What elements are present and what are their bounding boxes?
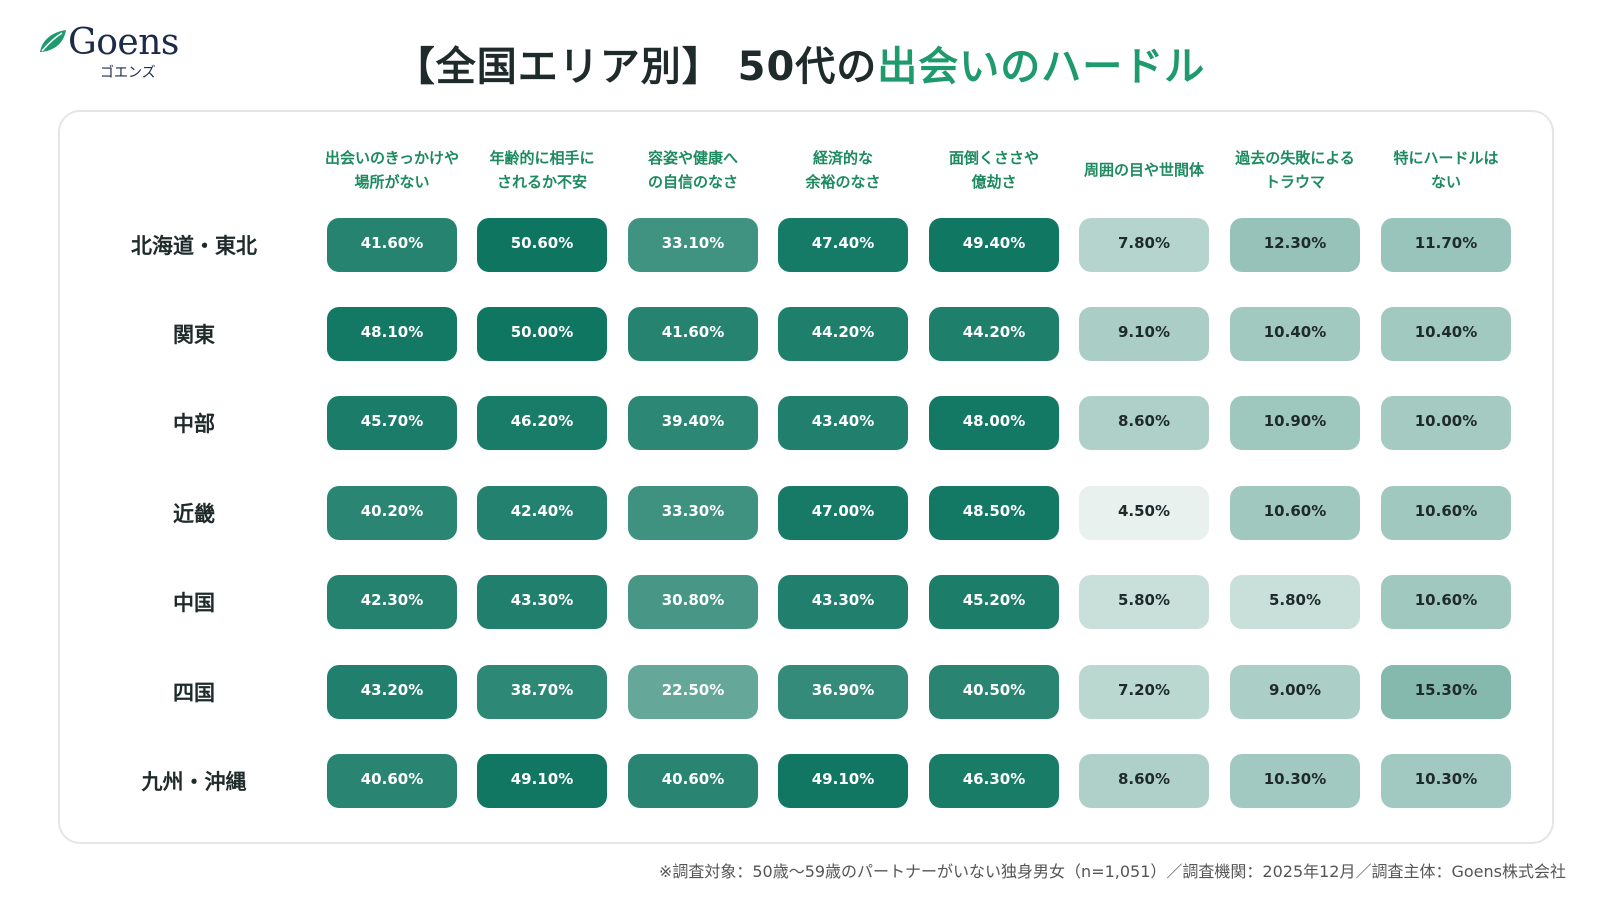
row-label: 四国 xyxy=(173,681,215,705)
column-header: 容姿や健康へ の自信のなさ xyxy=(647,149,738,191)
heatmap-cell: 50.60% xyxy=(477,218,607,272)
heatmap-cell: 43.30% xyxy=(477,575,607,629)
heatmap-cell: 36.90% xyxy=(778,665,908,719)
heatmap-cell: 10.60% xyxy=(1381,575,1511,629)
heatmap-cell: 10.00% xyxy=(1381,396,1511,450)
row-label: 中国 xyxy=(173,591,215,615)
heatmap-cell: 22.50% xyxy=(628,665,758,719)
row-label: 近畿 xyxy=(173,502,215,526)
heatmap-cell: 7.20% xyxy=(1079,665,1209,719)
title-prefix: 【全国エリア別】 50代の xyxy=(394,44,878,90)
heatmap-cell: 15.30% xyxy=(1381,665,1511,719)
heatmap-cell: 8.60% xyxy=(1079,754,1209,808)
row-label: 関東 xyxy=(173,323,215,347)
heatmap-cell: 41.60% xyxy=(628,307,758,361)
heatmap-cell: 46.20% xyxy=(477,396,607,450)
footnote: ※調査対象：50歳〜59歳のパートナーがいない独身男女（n=1,051）／調査機… xyxy=(658,862,1566,881)
page-title: 【全国エリア別】 50代の出会いのハードル xyxy=(0,34,1600,92)
heatmap-cell: 12.30% xyxy=(1230,218,1360,272)
heatmap-cell: 8.60% xyxy=(1079,396,1209,450)
heatmap-cell: 40.20% xyxy=(327,486,457,540)
heatmap-cell: 49.40% xyxy=(929,218,1059,272)
heatmap-cell: 41.60% xyxy=(327,218,457,272)
logo-wordmark: Goens xyxy=(68,22,179,63)
heatmap-cell: 45.20% xyxy=(929,575,1059,629)
row-label: 北海道・東北 xyxy=(131,234,257,258)
heatmap-cell: 11.70% xyxy=(1381,218,1511,272)
column-header: 面倒くささや 億劫さ xyxy=(948,149,1039,191)
column-header: 年齢的に相手に されるか不安 xyxy=(489,149,595,191)
row-label: 中部 xyxy=(173,412,215,436)
title-highlight: 出会いのハードル xyxy=(877,44,1206,90)
heatmap-cell: 10.30% xyxy=(1230,754,1360,808)
heatmap-cell: 48.10% xyxy=(327,307,457,361)
heatmap-cell: 44.20% xyxy=(778,307,908,361)
heatmap-cell: 33.10% xyxy=(628,218,758,272)
heatmap-cell: 4.50% xyxy=(1079,486,1209,540)
heatmap-cell: 10.60% xyxy=(1230,486,1360,540)
heatmap-cell: 49.10% xyxy=(778,754,908,808)
heatmap-cell: 48.50% xyxy=(929,486,1059,540)
heatmap-cell: 48.00% xyxy=(929,396,1059,450)
row-label: 九州・沖縄 xyxy=(141,770,247,794)
logo-kana: ゴエンズ xyxy=(100,65,156,81)
brand-logo: Goens ゴエンズ xyxy=(38,22,208,84)
heatmap-cell: 10.90% xyxy=(1230,396,1360,450)
heatmap-cell: 43.20% xyxy=(327,665,457,719)
heatmap-cell: 30.80% xyxy=(628,575,758,629)
heatmap-cell: 39.40% xyxy=(628,396,758,450)
heatmap-cell: 9.00% xyxy=(1230,665,1360,719)
heatmap-cell: 42.40% xyxy=(477,486,607,540)
leaf-icon xyxy=(40,30,66,52)
heatmap-cell: 47.00% xyxy=(778,486,908,540)
heatmap-cell: 43.30% xyxy=(778,575,908,629)
heatmap-cell: 40.50% xyxy=(929,665,1059,719)
heatmap-cell: 10.60% xyxy=(1381,486,1511,540)
heatmap-cell: 40.60% xyxy=(327,754,457,808)
heatmap-cell: 44.20% xyxy=(929,307,1059,361)
heatmap-cell: 45.70% xyxy=(327,396,457,450)
heatmap-cell: 10.40% xyxy=(1381,307,1511,361)
heatmap-cell: 7.80% xyxy=(1079,218,1209,272)
heatmap-cell: 42.30% xyxy=(327,575,457,629)
heatmap-cell: 5.80% xyxy=(1079,575,1209,629)
heatmap-cell: 40.60% xyxy=(628,754,758,808)
heatmap-cell: 10.40% xyxy=(1230,307,1360,361)
heatmap-cell: 47.40% xyxy=(778,218,908,272)
heatmap-cell: 43.40% xyxy=(778,396,908,450)
heatmap-cell: 10.30% xyxy=(1381,754,1511,808)
heatmap-cell: 5.80% xyxy=(1230,575,1360,629)
heatmap-cell: 49.10% xyxy=(477,754,607,808)
heatmap-cell: 38.70% xyxy=(477,665,607,719)
heatmap-cell: 33.30% xyxy=(628,486,758,540)
column-header: 出会いのきっかけや 場所がない xyxy=(325,149,459,191)
heatmap-cell: 50.00% xyxy=(477,307,607,361)
column-header: 経済的な 余裕のなさ xyxy=(805,149,881,191)
column-header: 特にハードルは ない xyxy=(1393,149,1499,191)
column-header: 周囲の目や世間体 xyxy=(1083,161,1204,179)
heatmap-cell: 46.30% xyxy=(929,754,1059,808)
column-header: 過去の失敗による トラウマ xyxy=(1235,149,1355,191)
heatmap-cell: 9.10% xyxy=(1079,307,1209,361)
